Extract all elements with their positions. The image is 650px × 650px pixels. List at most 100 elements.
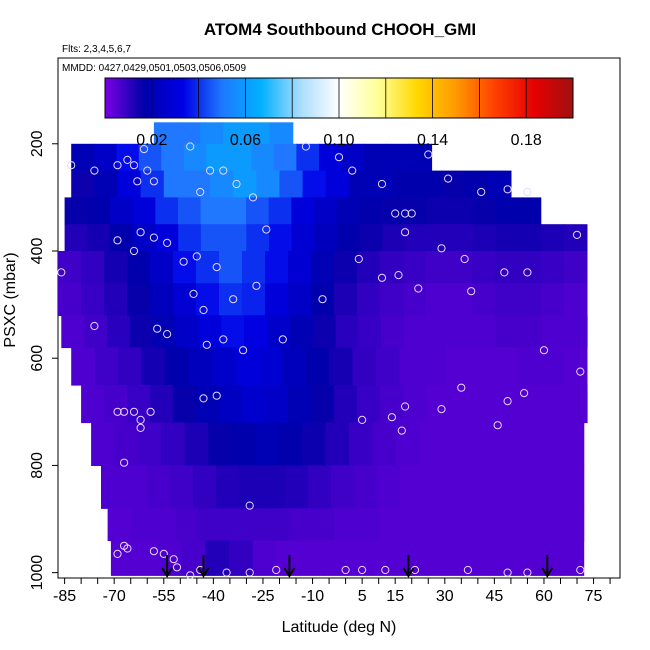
heatmap-field [58,122,588,576]
heatmap-cell [334,283,358,316]
heatmap-cell [175,315,200,349]
x-axis: -85 -70 -55 -40 -25 -10 5 15 30 45 60 75 [53,578,611,605]
heatmap-cell [404,197,428,225]
heatmap-cell [175,508,199,542]
observation-point [179,257,188,266]
y-tick-label: 1000 [29,555,46,591]
heatmap-cell [233,170,257,198]
heatmap-cell [71,347,96,386]
observation-point [113,236,122,245]
observation-point [219,335,228,344]
heatmap-cell [114,422,139,466]
heatmap-cell [348,170,373,198]
observation-point [407,209,416,218]
heatmap-cell [246,224,270,252]
observation-point [57,268,66,277]
heatmap-cell [273,143,297,172]
heatmap-cell [357,251,381,284]
heatmap-cell [107,508,131,542]
heatmap-cell [422,465,447,509]
observation-point [301,142,310,151]
heatmap-cell [200,197,224,225]
heatmap-cell [132,197,156,225]
heatmap-cell [380,385,404,424]
heatmap-cell [560,422,585,466]
observation-point [159,549,168,559]
heatmap-cell [64,224,88,252]
heatmap-cell [84,315,108,349]
observation-point [477,187,486,197]
heatmap-cell [161,143,185,172]
heatmap-cell [110,224,134,252]
heatmap-cell [560,540,585,576]
heatmap-cell [116,143,140,172]
heatmap-cell [396,422,421,466]
observation-point [520,389,529,398]
heatmap-cell [265,251,289,284]
colorbar-tick-label: 0.14 [417,132,448,149]
heatmap-cell [468,465,493,509]
colorbar-tick-label: 0.06 [230,132,261,149]
x-tick-label: -85 [53,588,76,605]
heatmap-cell [251,143,275,172]
heatmap-cell [302,422,327,466]
heatmap-cell [427,197,451,225]
observation-point [192,252,201,261]
heatmap-cell [104,283,128,316]
heatmap-cell [496,224,520,252]
observation-point [278,335,287,344]
y-axis-label: PSXC (mbar) [2,252,19,347]
observation-point [391,209,400,218]
heatmap-cell [341,143,365,172]
heatmap-cell [279,170,304,198]
x-tick-label: 60 [535,588,553,605]
observation-point [136,415,145,424]
heatmap-cell [255,422,280,466]
heatmap-cell [127,251,151,284]
heatmap-cell [495,283,519,316]
heatmap-cell [269,122,294,145]
heatmap-cell [291,197,315,225]
heatmap-cell [515,508,539,542]
x-tick-label: -25 [251,588,274,605]
observation-point [334,153,344,162]
heatmap-cell [382,197,406,225]
heatmap-cell [376,465,401,509]
heatmap-cell [563,347,588,386]
observation-point [136,228,145,237]
observation-point [424,150,433,159]
heatmap-cell [256,170,281,198]
heatmap-cell [495,251,519,284]
heatmap-cell [330,465,355,509]
heatmap-cell [427,315,451,349]
heatmap-cell [357,385,381,424]
heatmap-cell [266,508,290,542]
observation-points [57,142,585,580]
heatmap-cell [127,283,151,316]
observation-point [169,555,178,564]
flights-note: Flts: 2,3,4,5,6,7 [62,44,131,55]
flight-arrow [402,555,415,578]
observation-point [133,177,142,186]
heatmap-cell [536,422,561,466]
observation-point [377,273,387,282]
heatmap-cell [101,465,125,509]
heatmap-cell [219,283,243,316]
observation-point [245,568,254,577]
heatmap-cell [399,465,424,509]
observation-point [576,565,585,575]
observation-point [149,233,158,242]
heatmap-cell [265,283,289,316]
dates-note: MMDD: 0427,0429,0501,0503,0506,0509 [62,63,246,74]
observation-point [229,295,238,304]
observation-point [189,289,198,298]
heatmap-cell [517,283,542,316]
observation-point [219,166,228,175]
heatmap-cell [87,197,111,225]
observation-point [186,142,195,151]
heatmap-cell [358,315,382,349]
heatmap-cell [141,347,166,386]
heatmap-cell [155,224,179,252]
heatmap-cell [489,540,514,576]
heatmap-cell [442,422,467,466]
